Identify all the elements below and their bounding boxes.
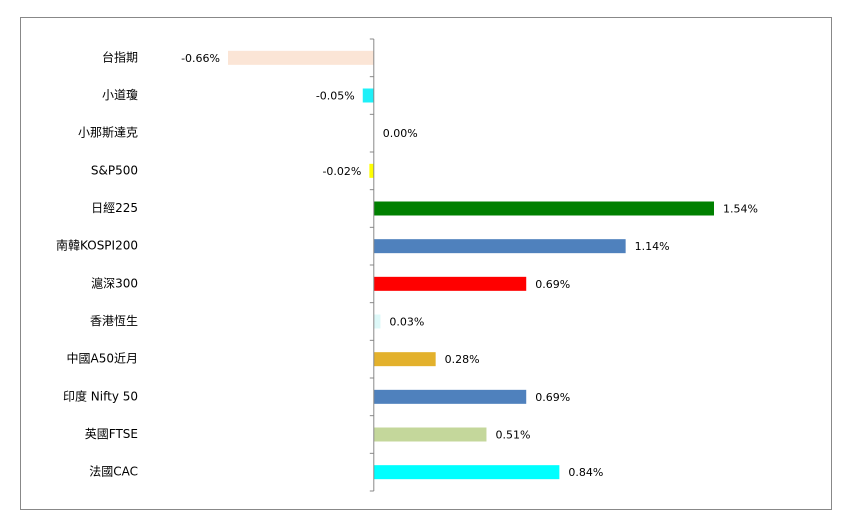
category-label: 法國CAC <box>89 465 138 479</box>
category-label: 印度 Nifty 50 <box>63 388 138 403</box>
bar <box>228 50 374 65</box>
bar <box>373 427 487 442</box>
value-label: 0.84% <box>568 466 603 479</box>
bar <box>373 465 560 480</box>
category-label: 小道瓊 <box>102 87 138 102</box>
category-label: 小那斯達克 <box>78 126 138 140</box>
value-label: 0.00% <box>383 127 418 140</box>
bar <box>373 276 527 291</box>
category-label: 滬深300 <box>91 275 138 290</box>
value-label: 0.69% <box>535 391 570 404</box>
value-label: 0.51% <box>495 429 530 442</box>
value-label: -0.66% <box>181 52 220 65</box>
category-label: 香港恆生 <box>90 314 138 328</box>
category-label: 中國A50近月 <box>67 351 138 366</box>
bar <box>373 201 714 216</box>
bar <box>373 389 527 404</box>
value-label: 0.03% <box>389 316 424 329</box>
value-label: 1.14% <box>635 240 670 253</box>
bar <box>362 88 374 103</box>
value-label: 0.28% <box>445 353 480 366</box>
category-label: 南韓KOSPI200 <box>56 238 138 253</box>
value-label: -0.05% <box>316 90 355 103</box>
category-label: S&P500 <box>91 163 138 177</box>
value-label: 1.54% <box>723 203 758 216</box>
category-label: 台指期 <box>102 49 138 64</box>
bar <box>373 239 626 254</box>
bar <box>373 314 381 329</box>
bar <box>369 163 374 178</box>
category-label: 英國FTSE <box>85 427 138 441</box>
value-label: 0.69% <box>535 278 570 291</box>
value-label: -0.02% <box>322 165 361 178</box>
bar <box>373 352 436 367</box>
category-label: 日經225 <box>91 201 138 215</box>
